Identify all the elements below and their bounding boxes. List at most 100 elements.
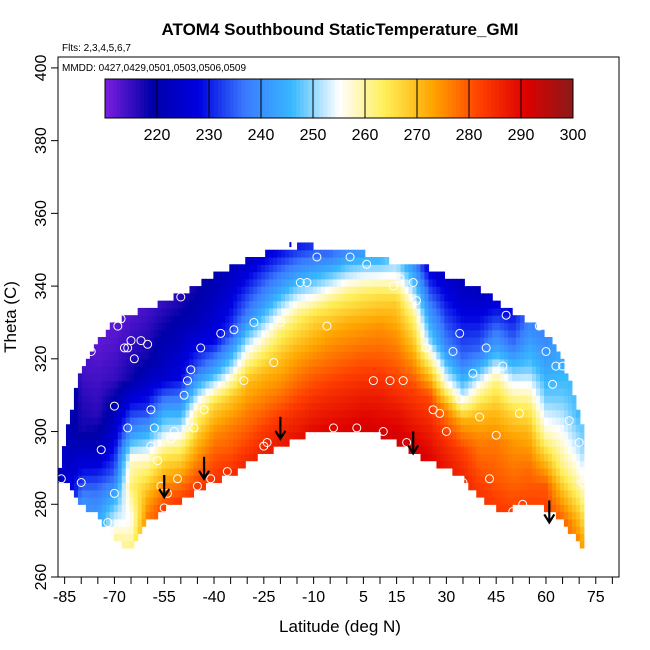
field-cell: [221, 431, 226, 440]
field-cell: [105, 344, 111, 353]
field-cell: [213, 373, 218, 382]
field-cell: [504, 497, 509, 505]
field-cell: [352, 307, 358, 316]
field-cell: [456, 293, 461, 302]
field-cell: [193, 424, 199, 433]
field-cell: [524, 395, 529, 404]
field-cell: [480, 417, 485, 425]
field-cell: [101, 511, 107, 520]
field-cell: [89, 475, 95, 484]
field-cell: [129, 446, 135, 454]
field-cell: [229, 424, 234, 433]
field-cell: [400, 409, 406, 418]
field-cell: [273, 249, 278, 258]
field-cell: [396, 307, 402, 316]
field-cell: [245, 373, 250, 382]
field-cell: [464, 460, 469, 469]
colorbar-segment: [214, 79, 219, 118]
field-cell: [213, 395, 218, 404]
y-tick-label: 380: [33, 127, 50, 154]
field-cell: [324, 373, 330, 382]
field-cell: [277, 395, 282, 404]
colorbar-segment: [346, 79, 352, 118]
field-cell: [257, 446, 262, 454]
field-cell: [304, 409, 310, 418]
colorbar-segment: [479, 79, 484, 118]
field-cell: [488, 300, 493, 309]
colorbar-segment: [506, 79, 512, 118]
field-cell: [161, 467, 167, 476]
field-cell: [105, 366, 111, 374]
field-cell: [304, 271, 310, 280]
field-cell: [364, 286, 370, 294]
field-cell: [197, 417, 202, 425]
field-cell: [380, 344, 386, 353]
field-cell: [340, 344, 346, 353]
field-cell: [428, 438, 434, 447]
field-cell: [181, 337, 187, 345]
field-cell: [265, 286, 270, 294]
field-cell: [516, 417, 521, 425]
field-cell: [528, 489, 533, 498]
field-cell: [547, 431, 553, 440]
observation-point: [302, 278, 312, 287]
field-cell: [468, 446, 473, 454]
field-cell: [324, 387, 330, 396]
field-cell: [169, 453, 175, 462]
field-cell: [472, 293, 477, 302]
field-cell: [468, 475, 473, 484]
field-cell: [504, 337, 509, 345]
field-cell: [551, 409, 557, 418]
field-cell: [297, 307, 302, 316]
field-cell: [416, 351, 422, 360]
field-cell: [512, 424, 517, 433]
field-cell: [476, 286, 481, 294]
field-cell: [472, 300, 477, 309]
field-cell: [512, 337, 517, 345]
field-cell: [532, 475, 537, 484]
field-cell: [468, 467, 473, 476]
field-cell: [269, 424, 274, 433]
field-cell: [500, 438, 505, 447]
field-cell: [416, 438, 422, 447]
field-cell: [193, 315, 199, 324]
field-cell: [117, 417, 123, 425]
field-cell: [225, 351, 230, 360]
field-cell: [241, 315, 246, 324]
field-cell: [300, 315, 306, 324]
field-cell: [332, 257, 338, 265]
field-cell: [448, 329, 453, 338]
field-cell: [412, 373, 418, 382]
field-cell: [193, 358, 199, 367]
field-cell: [93, 380, 99, 389]
field-cell: [404, 271, 410, 280]
field-cell: [253, 402, 258, 411]
field-cell: [488, 475, 493, 484]
field-cell: [404, 337, 410, 345]
field-cell: [380, 329, 386, 338]
field-cell: [432, 424, 438, 433]
field-cell: [504, 329, 509, 338]
field-cell: [213, 409, 218, 418]
field-cell: [360, 329, 366, 338]
field-cell: [520, 351, 525, 360]
field-cell: [368, 417, 374, 425]
field-cell: [81, 489, 87, 498]
field-cell: [277, 366, 282, 374]
field-cell: [145, 424, 151, 433]
colorbar-segment: [459, 79, 465, 118]
field-cell: [340, 322, 346, 331]
field-cell: [109, 402, 115, 411]
field-cell: [281, 387, 286, 396]
field-cell: [285, 278, 290, 287]
field-cell: [500, 504, 505, 513]
field-cell: [117, 409, 123, 418]
field-cell: [384, 286, 390, 294]
field-cell: [432, 307, 438, 316]
field-cell: [85, 475, 91, 484]
field-cell: [249, 358, 254, 367]
field-cell: [492, 431, 497, 440]
field-cell: [496, 504, 501, 513]
field-cell: [265, 300, 270, 309]
field-cell: [312, 387, 318, 396]
